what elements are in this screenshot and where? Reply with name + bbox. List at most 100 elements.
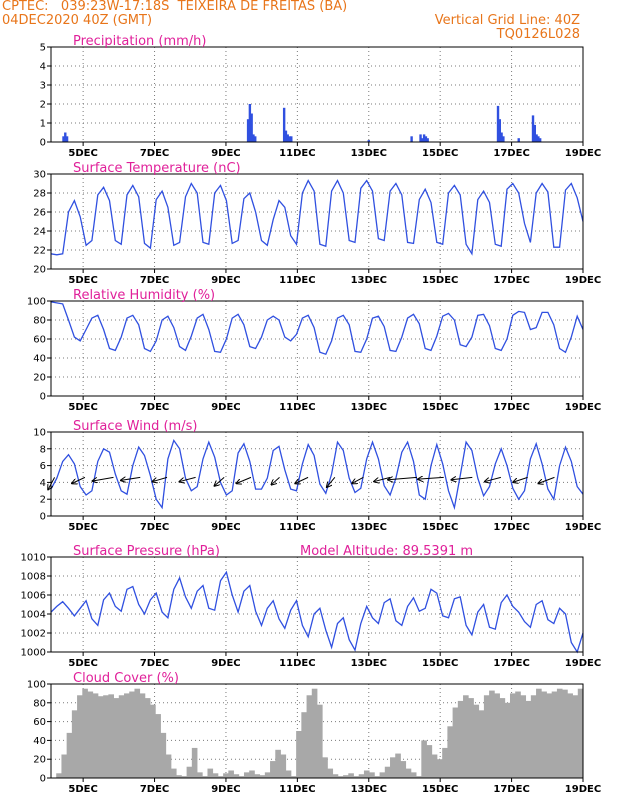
cloud-bar — [77, 695, 83, 778]
wind-vector — [215, 476, 225, 485]
xtick-label: 11DEC — [279, 148, 315, 159]
ytick-label: 1008 — [21, 572, 46, 583]
cloud-bar — [442, 747, 448, 778]
ytick-label: 20 — [33, 373, 46, 384]
wind-vector — [452, 477, 473, 479]
xtick-label: 15DEC — [422, 784, 458, 795]
cloud-bar — [108, 694, 114, 778]
panel-title: Precipitation (mm/h) — [73, 34, 206, 49]
cloud-bar — [322, 757, 328, 778]
wind-vector — [153, 476, 168, 481]
panel-frame — [50, 173, 584, 270]
precip-bar — [496, 105, 500, 142]
ytick-label: 20 — [33, 265, 46, 276]
panel-frame — [50, 556, 584, 653]
cloud-bar — [343, 775, 349, 778]
wind-vector — [327, 477, 336, 487]
xtick-label: 7DEC — [140, 402, 169, 413]
ytick-label: 80 — [33, 698, 46, 709]
precip-bar — [426, 138, 429, 142]
cloud-bar — [473, 704, 480, 778]
cloud-bar — [202, 776, 208, 778]
cloud-bar — [97, 696, 104, 778]
wind-vector — [180, 476, 196, 481]
cloud-bar — [546, 693, 553, 778]
cloud-bar — [504, 702, 511, 778]
precip-bar — [246, 119, 250, 142]
xtick-label: 15DEC — [422, 402, 458, 413]
ytick-label: 24 — [33, 227, 46, 238]
cloud-bar — [118, 695, 125, 778]
panel-frame — [50, 300, 584, 397]
cloud-bar — [421, 740, 427, 778]
cloud-bar — [160, 732, 167, 778]
precip-bar — [498, 119, 502, 142]
cloud-bar — [155, 714, 161, 778]
cloud-bar — [66, 732, 73, 778]
wind-vector — [72, 476, 86, 483]
cloud-bar — [259, 775, 266, 778]
ytick-label: 80 — [33, 316, 46, 327]
wind-vector — [272, 476, 280, 484]
precip-bar — [282, 107, 286, 142]
cloud-bar — [290, 776, 297, 778]
cloud-bar — [489, 690, 495, 778]
precip-bar — [517, 138, 520, 142]
xtick-label: 19DEC — [565, 522, 601, 533]
cloud-bar — [541, 691, 547, 778]
ytick-label: 60 — [33, 717, 46, 728]
precip-bar — [424, 136, 428, 142]
cloud-bar — [525, 700, 532, 778]
cloud-bar — [530, 695, 537, 778]
cloud-bar — [494, 693, 500, 778]
panel-frame — [50, 431, 584, 517]
ytick-label: 40 — [33, 354, 46, 365]
cloud-bar — [249, 770, 255, 778]
cloud-bar — [410, 772, 417, 778]
cloud-bar — [551, 691, 558, 778]
ytick-label: 22 — [33, 246, 46, 257]
cloud-bar — [426, 745, 433, 778]
cloud-bar — [165, 754, 172, 778]
cloud-bar — [124, 693, 130, 778]
precip-bar — [535, 134, 538, 142]
panel-title: Surface Wind (m/s) — [73, 419, 197, 434]
precip-bar — [500, 132, 503, 142]
cloud-bar — [150, 704, 156, 778]
xtick-label: 17DEC — [493, 784, 529, 795]
ytick-label: 0 — [40, 512, 46, 523]
ytick-label: 5 — [40, 43, 46, 54]
precip-bar — [419, 134, 422, 142]
ytick-label: 60 — [33, 335, 46, 346]
cloud-bar — [243, 772, 250, 778]
cloud-bar — [264, 772, 271, 778]
ytick-label: 4 — [40, 62, 46, 73]
precip-bar — [538, 138, 542, 142]
xtick-label: 7DEC — [140, 275, 169, 286]
cloud-bar — [483, 695, 490, 778]
cloud-bar — [577, 688, 584, 778]
cloud-bar — [374, 776, 380, 778]
cloud-bar — [296, 731, 302, 778]
cloud-bar — [311, 688, 318, 778]
cloud-bar — [416, 776, 422, 778]
precip-bar — [421, 138, 424, 142]
cloud-bar — [332, 774, 339, 778]
precip-bar — [537, 136, 540, 142]
xtick-label: 15DEC — [422, 522, 458, 533]
panel-title: Relative Humidity (%) — [73, 288, 215, 303]
cloud-bar — [275, 749, 281, 778]
cloud-bar — [212, 773, 219, 778]
precip-bar — [248, 104, 252, 142]
cloud-bar — [285, 770, 292, 778]
ytick-label: 1006 — [21, 591, 46, 602]
cloud-bar — [509, 693, 516, 778]
ytick-label: 28 — [33, 189, 46, 200]
xtick-label: 11DEC — [279, 658, 315, 669]
precip-bar — [502, 136, 505, 142]
ytick-label: 8 — [40, 444, 46, 455]
cloud-bar — [452, 707, 459, 778]
cloud-bar — [363, 770, 370, 778]
precip-bar — [422, 134, 426, 142]
